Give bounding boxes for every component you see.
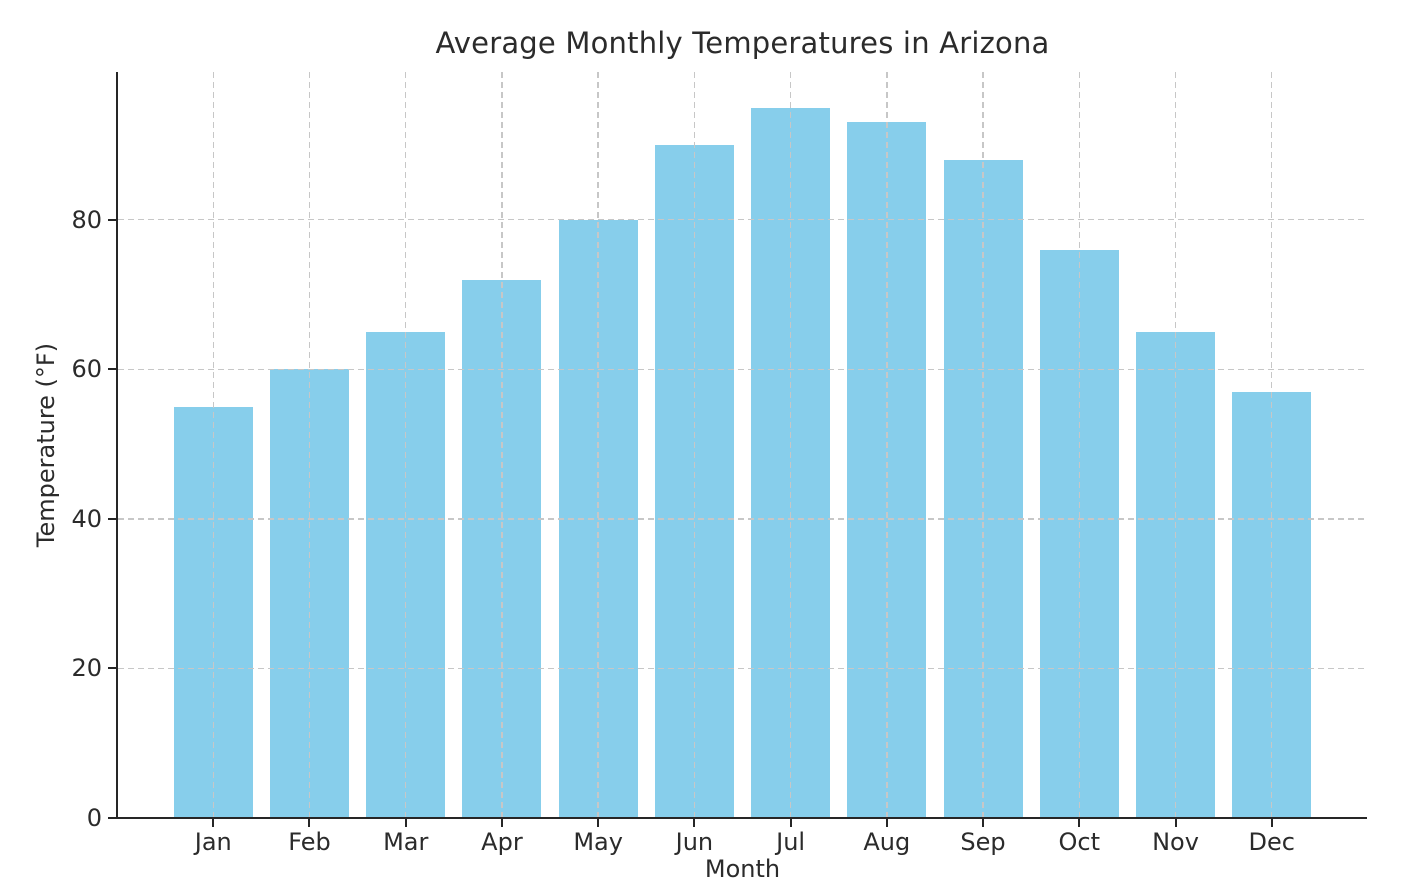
x-tick-label: Mar bbox=[383, 828, 429, 856]
x-tick bbox=[1078, 819, 1081, 827]
x-tick bbox=[597, 819, 600, 827]
v-gridline bbox=[308, 72, 311, 818]
plot-area bbox=[118, 72, 1367, 818]
x-tick bbox=[212, 819, 215, 827]
x-tick bbox=[1174, 819, 1177, 827]
h-gridline bbox=[118, 219, 1367, 221]
y-tick-label: 60 bbox=[71, 355, 102, 384]
y-tick bbox=[108, 517, 116, 520]
x-tick-label: Jun bbox=[675, 828, 714, 856]
x-tick bbox=[693, 819, 696, 827]
y-tick-label: 40 bbox=[71, 504, 102, 533]
v-gridline bbox=[1078, 72, 1080, 818]
y-tick bbox=[108, 667, 116, 670]
v-gridline bbox=[693, 72, 696, 818]
x-tick-label: Dec bbox=[1248, 828, 1295, 856]
x-tick bbox=[1270, 819, 1273, 827]
chart-title: Average Monthly Temperatures in Arizona bbox=[435, 26, 1050, 60]
x-tick bbox=[500, 819, 503, 827]
v-gridline bbox=[1174, 72, 1177, 818]
x-tick-label: Apr bbox=[481, 828, 523, 856]
x-tick bbox=[885, 819, 888, 827]
y-tick bbox=[108, 218, 116, 221]
x-tick-label: Oct bbox=[1058, 828, 1101, 856]
x-tick-label: Jan bbox=[194, 828, 232, 856]
x-tick-label: Jul bbox=[776, 828, 806, 856]
v-gridline bbox=[886, 72, 888, 818]
v-gridline bbox=[212, 72, 214, 818]
x-axis-label: Month bbox=[704, 855, 781, 883]
v-gridline bbox=[789, 72, 792, 818]
x-tick bbox=[308, 819, 311, 827]
v-gridline bbox=[597, 72, 599, 818]
y-tick bbox=[108, 817, 116, 819]
x-tick-label: Nov bbox=[1152, 828, 1199, 856]
v-gridline bbox=[405, 72, 407, 818]
y-tick bbox=[108, 368, 116, 371]
y-tick-label: 80 bbox=[71, 205, 102, 234]
x-tick bbox=[789, 819, 792, 827]
x-tick bbox=[982, 819, 985, 827]
x-tick-label: May bbox=[573, 828, 623, 856]
y-axis-spine bbox=[116, 72, 118, 819]
v-gridline bbox=[1271, 72, 1273, 818]
x-tick bbox=[404, 819, 407, 827]
h-gridline bbox=[118, 518, 1367, 520]
x-tick-label: Sep bbox=[960, 828, 1006, 856]
v-gridline bbox=[501, 72, 503, 818]
y-tick-label: 20 bbox=[71, 654, 102, 683]
x-axis-spine bbox=[116, 817, 1367, 819]
h-gridline bbox=[118, 667, 1367, 670]
h-gridline bbox=[118, 368, 1367, 370]
x-tick-label: Aug bbox=[863, 828, 911, 856]
x-tick-label: Feb bbox=[288, 828, 331, 856]
v-gridline bbox=[982, 72, 984, 818]
y-tick-label: 0 bbox=[86, 804, 102, 832]
